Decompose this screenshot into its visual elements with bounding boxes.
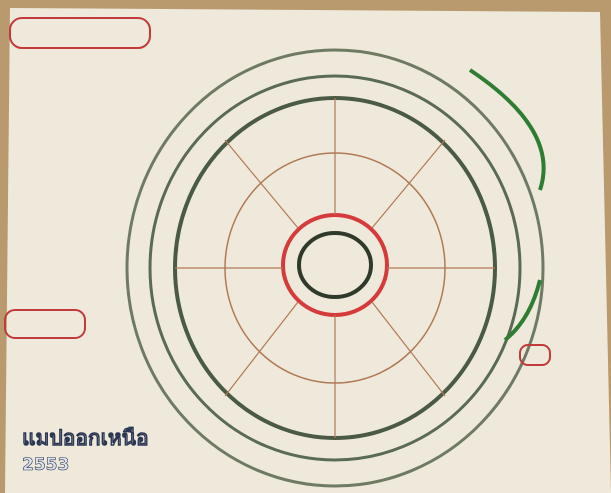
photo: แมปออกเหนือ 2553 xyxy=(0,0,611,493)
place-label: แมปออกเหนือ xyxy=(22,426,149,450)
year-label: 2553 xyxy=(22,455,69,475)
